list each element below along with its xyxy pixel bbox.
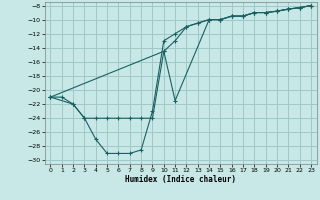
X-axis label: Humidex (Indice chaleur): Humidex (Indice chaleur) [125,175,236,184]
